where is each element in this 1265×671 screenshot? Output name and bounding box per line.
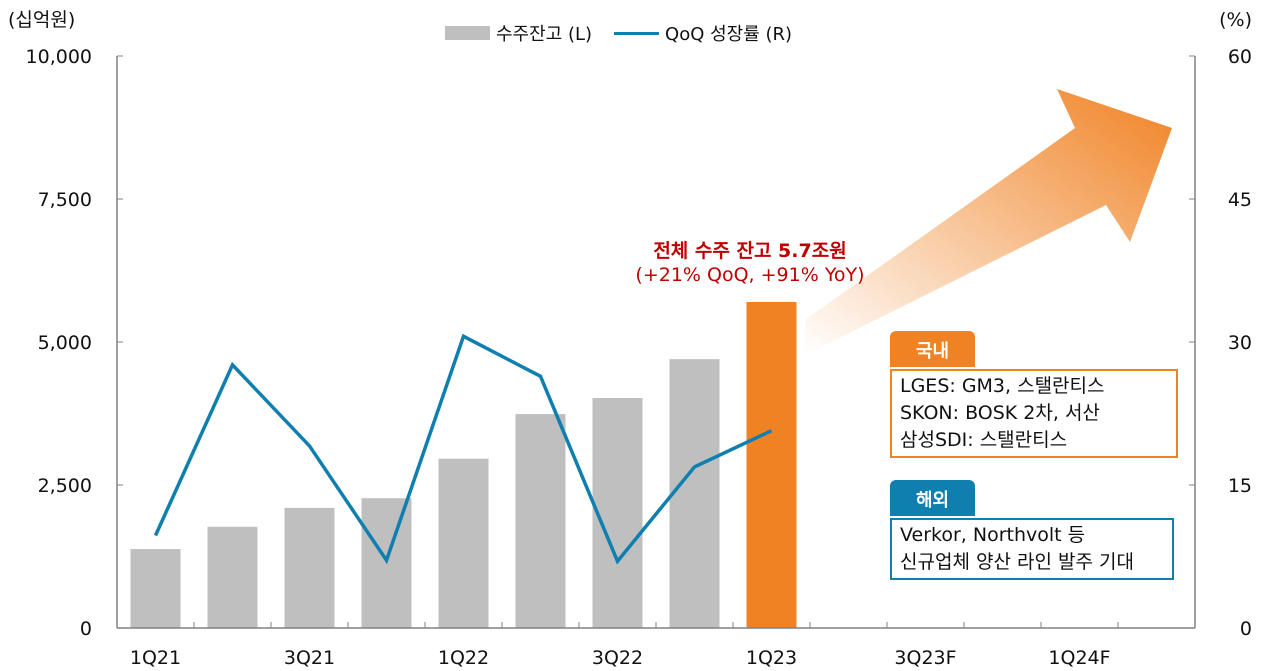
x-tick-label: 1Q21 (130, 647, 181, 669)
right-tick-label: 60 (1228, 46, 1252, 68)
legend-line-swatch (614, 31, 660, 35)
domestic-line: SKON: BOSK 2차, 서산 (900, 402, 1100, 424)
left-tick-label: 5,000 (38, 332, 92, 354)
x-tick-label: 3Q23F (894, 647, 956, 669)
right-tick-label: 0 (1240, 618, 1252, 640)
legend-bar-swatch (445, 26, 490, 40)
left-axis-label: (십억원) (8, 9, 75, 31)
right-tick-label: 45 (1228, 189, 1252, 211)
bar (438, 458, 489, 628)
overseas-tab: 해외 (890, 480, 976, 516)
domestic-line: 삼성SDI: 스탤란티스 (900, 429, 1068, 451)
bar (207, 526, 258, 628)
domestic-line: LGES: GM3, 스탤란티스 (900, 375, 1105, 397)
x-tick-label: 1Q24F (1048, 647, 1110, 669)
bar (515, 414, 566, 628)
x-tick-label: 3Q22 (592, 647, 643, 669)
bar (284, 507, 335, 628)
legend-bar-label: 수주잔고 (L) (496, 24, 593, 45)
bar (130, 549, 181, 628)
bar (669, 359, 720, 628)
x-tick-label: 3Q21 (284, 647, 335, 669)
domestic-box: LGES: GM3, 스탤란티스 SKON: BOSK 2차, 서산 삼성SDI… (890, 369, 1178, 458)
annotation-subtitle: (+21% QoQ, +91% YoY) (635, 264, 865, 286)
bar (592, 398, 643, 628)
growth-arrow (805, 89, 1172, 355)
left-tick-label: 10,000 (26, 46, 92, 68)
left-tick-label: 0 (80, 618, 92, 640)
overseas-box: Verkor, Northvolt 등 신규업체 양산 라인 발주 기대 (890, 518, 1174, 580)
bar (746, 301, 797, 628)
left-tick-label: 7,500 (38, 189, 92, 211)
left-tick-label: 2,500 (38, 475, 92, 497)
annotation-title: 전체 수주 잔고 5.7조원 (653, 240, 847, 262)
right-tick-label: 15 (1228, 475, 1252, 497)
domestic-tab: 국내 (890, 331, 976, 367)
x-tick-label: 1Q23 (746, 647, 797, 669)
overseas-line: Verkor, Northvolt 등 (900, 524, 1086, 546)
right-tick-label: 30 (1228, 332, 1252, 354)
right-axis-label: (%) (1219, 9, 1252, 31)
legend-line-label: QoQ 성장률 (R) (665, 24, 793, 45)
overseas-line: 신규업체 양산 라인 발주 기대 (900, 551, 1134, 573)
legend: 수주잔고 (L) QoQ 성장률 (R) (445, 20, 792, 46)
x-tick-label: 1Q22 (438, 647, 489, 669)
